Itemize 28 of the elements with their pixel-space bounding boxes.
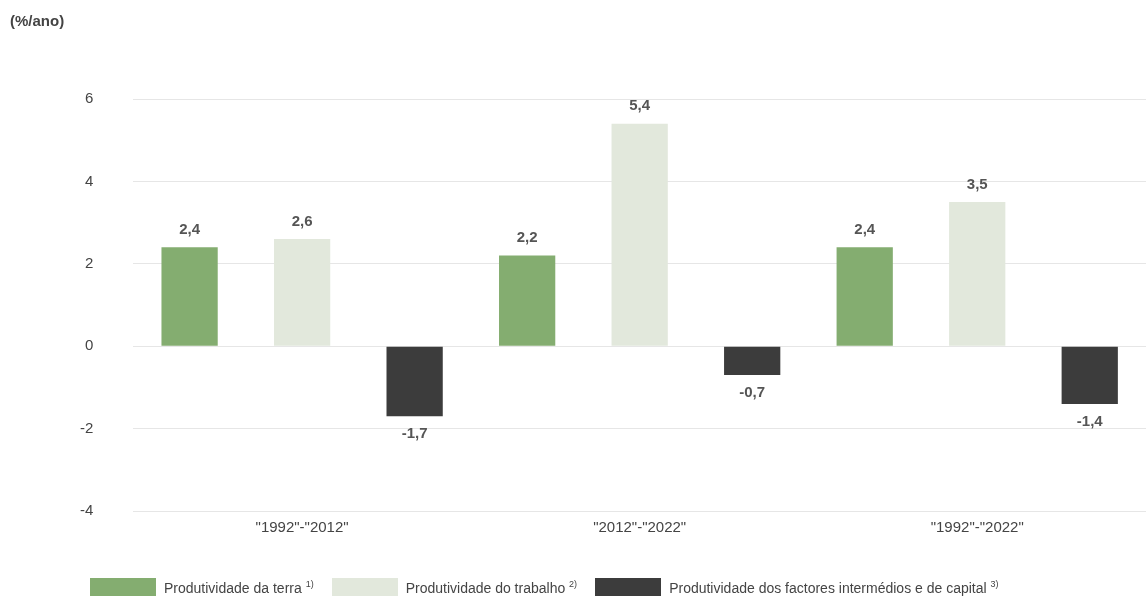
data-label: 2,4 <box>854 219 876 237</box>
data-label: -0,7 <box>739 382 766 400</box>
y-tick-label: -2 <box>79 418 94 436</box>
data-label: -1,4 <box>1076 411 1104 429</box>
bar <box>836 247 893 346</box>
data-label: 3,5 <box>966 174 988 192</box>
x-tick-label: "2012"-"2022" <box>593 518 687 536</box>
data-label: 2,6 <box>291 211 313 229</box>
bar <box>161 247 218 346</box>
data-label: -1,7 <box>401 423 428 441</box>
y-tick-label: 6 <box>84 89 94 107</box>
legend-label: Produtividade dos factores intermédios e de capital $^{3)}$ <box>669 579 999 596</box>
data-label: 2,4 <box>179 219 201 237</box>
y-tick-label: 0 <box>84 336 94 354</box>
y-axis-title: (%/ano) <box>10 12 65 29</box>
legend-label: Produtividade da terra $^{1)}$ <box>164 579 314 596</box>
y-tick-label: 2 <box>84 253 94 271</box>
bar <box>1061 346 1118 404</box>
bar <box>724 346 781 376</box>
legend-label: Produtividade do trabalho $^{2)}$ <box>405 579 578 596</box>
data-label: 2,2 <box>516 228 538 246</box>
y-tick-label: 4 <box>84 171 94 189</box>
x-tick-label: "1992"-"2012" <box>255 518 349 536</box>
y-tick-label: -4 <box>79 501 94 519</box>
bar <box>499 255 556 346</box>
data-label: 5,4 <box>629 96 651 114</box>
x-tick-label: "1992"-"2022" <box>930 518 1024 536</box>
bar <box>386 346 443 417</box>
